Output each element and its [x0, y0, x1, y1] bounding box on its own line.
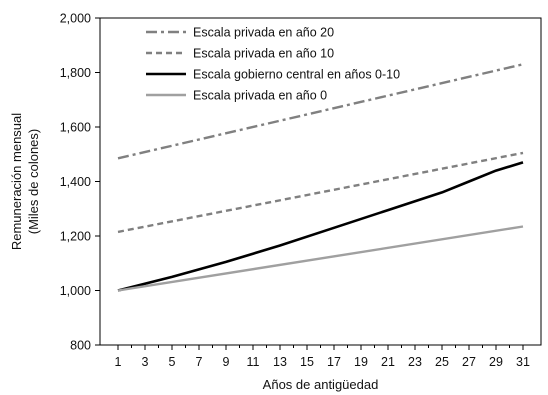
x-ticks: 1 3 5 7 9 11 13 15 17 19 21 23 25 27 29 31: [115, 345, 530, 369]
x-tick-label: 21: [381, 355, 395, 369]
y-tick-label: 2,000: [60, 12, 91, 26]
x-tick-label: 23: [408, 355, 422, 369]
series-line-4: [117, 225, 524, 292]
x-tick-label: 11: [247, 355, 260, 369]
y-tick-label: 1,200: [60, 230, 91, 244]
y-tick-label: 1,400: [60, 175, 91, 189]
y-axis-title-line1: Remuneración mensual: [9, 113, 24, 250]
x-tick-label: 17: [327, 355, 341, 369]
x-tick-label: 27: [462, 355, 476, 369]
x-tick-label: 13: [273, 355, 287, 369]
x-axis-title: Años de antigüedad: [263, 377, 379, 392]
legend-label-1: Escala privada en año 20: [193, 26, 334, 40]
y-axis-title: Remuneración mensual (Miles de colones): [9, 113, 41, 250]
series-lines: [117, 63, 524, 292]
y-tick-label: 1,600: [60, 121, 91, 135]
x-tick-label: 9: [223, 355, 230, 369]
legend-label-3: Escala gobierno central en años 0-10: [193, 68, 400, 82]
y-tick-label: 800: [70, 339, 91, 353]
y-tick-label: 1,800: [60, 66, 91, 80]
x-tick-label: 19: [354, 355, 368, 369]
legend: Escala privada en año 20 Escala privada e…: [146, 26, 400, 103]
x-tick-label: 25: [435, 355, 449, 369]
x-tick-label: 5: [169, 355, 176, 369]
y-ticks: 800 1,000 1,200 1,400 1,600 1,800 2,000: [60, 12, 100, 353]
series-line-1: [117, 63, 524, 160]
x-tick-label: 15: [300, 355, 314, 369]
series-line-2: [117, 151, 524, 234]
y-tick-label: 1,000: [60, 284, 91, 298]
x-tick-label: 31: [516, 355, 530, 369]
x-tick-label: 7: [196, 355, 203, 369]
legend-label-4: Escala privada en año 0: [193, 89, 327, 103]
x-tick-label: 3: [142, 355, 149, 369]
x-tick-label: 1: [115, 355, 122, 369]
y-axis-title-line2: (Miles de colones): [26, 129, 41, 235]
series-line-3: [117, 161, 524, 292]
legend-label-2: Escala privada en año 10: [193, 47, 334, 61]
x-tick-label: 29: [489, 355, 503, 369]
